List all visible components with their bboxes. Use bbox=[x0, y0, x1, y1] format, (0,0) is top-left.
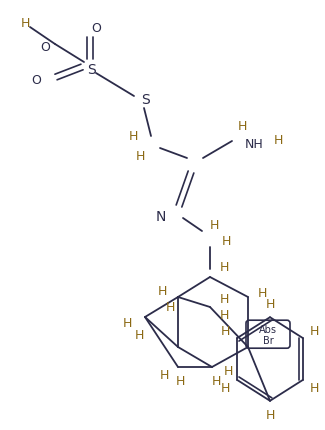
Text: O: O bbox=[91, 22, 101, 34]
Text: H: H bbox=[209, 219, 219, 232]
Text: H: H bbox=[221, 381, 230, 394]
Text: H: H bbox=[135, 150, 145, 163]
Text: H: H bbox=[310, 381, 319, 394]
Text: H: H bbox=[219, 293, 229, 306]
Text: H: H bbox=[128, 130, 138, 143]
Text: O: O bbox=[40, 40, 50, 53]
Text: O: O bbox=[31, 74, 41, 86]
Text: H: H bbox=[122, 317, 132, 330]
Text: H: H bbox=[219, 309, 229, 322]
Text: Abs
Br: Abs Br bbox=[259, 324, 277, 345]
Text: H: H bbox=[223, 365, 233, 378]
Text: H: H bbox=[257, 287, 267, 300]
Text: H: H bbox=[219, 261, 229, 274]
Text: H: H bbox=[237, 119, 247, 132]
Text: H: H bbox=[310, 324, 319, 337]
Text: H: H bbox=[265, 297, 275, 310]
Text: H: H bbox=[165, 301, 175, 314]
Text: H: H bbox=[265, 408, 275, 421]
Text: S: S bbox=[88, 63, 97, 77]
Text: H: H bbox=[273, 133, 283, 146]
Text: H: H bbox=[175, 375, 185, 387]
Text: H: H bbox=[20, 16, 30, 29]
Text: S: S bbox=[142, 93, 150, 107]
Text: H: H bbox=[211, 375, 221, 387]
FancyBboxPatch shape bbox=[246, 320, 290, 348]
Text: NH: NH bbox=[245, 137, 263, 150]
Text: H: H bbox=[157, 285, 167, 298]
Text: H: H bbox=[221, 235, 231, 248]
Text: H: H bbox=[159, 369, 169, 381]
Text: H: H bbox=[221, 324, 230, 337]
Text: H: H bbox=[134, 329, 144, 342]
Text: N: N bbox=[156, 209, 166, 224]
